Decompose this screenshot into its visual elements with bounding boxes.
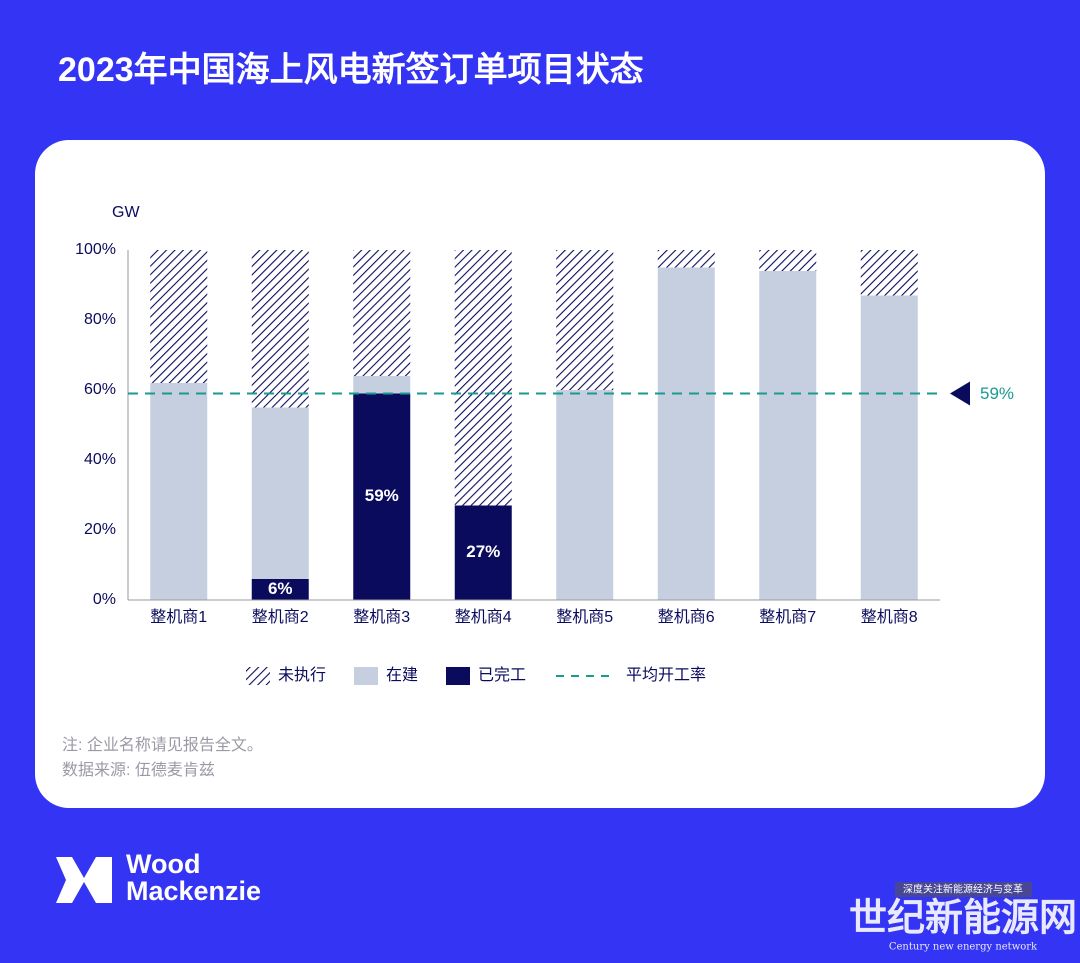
- watermark-name: 世纪新能源网: [849, 895, 1077, 940]
- y-tick-label: 100%: [75, 241, 116, 258]
- bar-segment: [353, 393, 411, 600]
- bar-segment: [251, 250, 309, 408]
- bar-segment: [657, 250, 715, 268]
- x-tick-label: 整机商5: [556, 608, 613, 626]
- bar-segment: [860, 250, 918, 296]
- bar-segment: [353, 250, 411, 376]
- logo-text: Wood: [126, 849, 200, 879]
- bar-segment: [353, 376, 411, 394]
- bar-segment: [657, 267, 715, 600]
- source: 数据来源: 伍德麦肯兹: [62, 761, 215, 779]
- average-marker: [950, 381, 970, 406]
- x-tick-label: 整机商8: [861, 608, 918, 626]
- logo-text: Mackenzie: [126, 876, 261, 906]
- x-tick-label: 整机商4: [455, 608, 512, 626]
- logo: Wood Mackenzie: [56, 849, 261, 906]
- note: 注: 企业名称请见报告全文。: [62, 736, 263, 754]
- x-tick-label: 整机商1: [150, 608, 207, 626]
- bar-segment: [759, 250, 817, 271]
- average-label: 59%: [980, 384, 1014, 403]
- legend-label: 在建: [386, 666, 418, 684]
- watermark-bg: [895, 882, 1032, 897]
- y-tick-label: 0%: [93, 591, 116, 608]
- bar-segment: [759, 271, 817, 600]
- y-tick-label: 80%: [84, 311, 116, 328]
- y-tick-label: 40%: [84, 451, 116, 468]
- legend-label: 平均开工率: [626, 666, 706, 684]
- bar-segment: [860, 295, 918, 600]
- bar-segment: [251, 579, 309, 600]
- watermark-english: Century new energy network: [889, 942, 1038, 953]
- value-label: 27%: [466, 542, 500, 561]
- legend-swatch: [246, 667, 270, 685]
- y-axis-unit: GW: [112, 204, 140, 221]
- x-tick-label: 整机商6: [658, 608, 715, 626]
- logo-mark: [56, 857, 112, 903]
- value-label: 59%: [365, 486, 399, 505]
- page-title: 2023年中国海上风电新签订单项目状态: [58, 51, 644, 89]
- value-label: 6%: [268, 579, 293, 598]
- legend-swatch: [354, 667, 378, 685]
- x-tick-label: 整机商2: [252, 608, 309, 626]
- bar-segment: [454, 250, 512, 506]
- x-tick-label: 整机商3: [353, 608, 410, 626]
- legend-label: 已完工: [478, 666, 526, 684]
- bar-segment: [454, 505, 512, 600]
- bar-segment: [556, 250, 614, 390]
- legend-swatch: [446, 667, 470, 685]
- bar-segment: [556, 390, 614, 600]
- bar-segment: [251, 407, 309, 579]
- legend-label: 未执行: [278, 666, 326, 684]
- y-tick-label: 20%: [84, 521, 116, 538]
- bar-segment: [150, 383, 208, 600]
- watermark-tagline: 深度关注新能源经济与变革: [903, 883, 1023, 896]
- x-tick-label: 整机商7: [759, 608, 816, 626]
- y-tick-label: 60%: [84, 381, 116, 398]
- bar-segment: [150, 250, 208, 383]
